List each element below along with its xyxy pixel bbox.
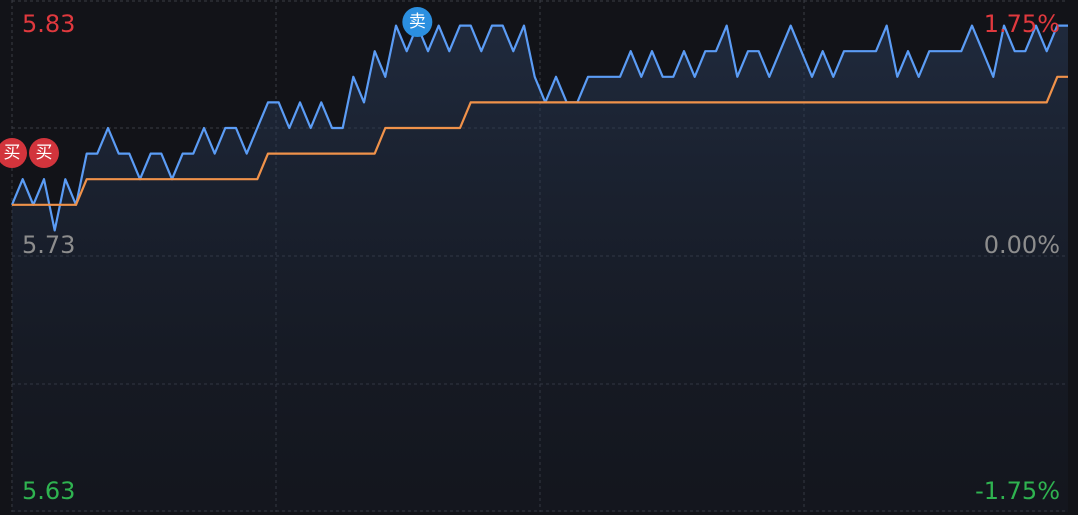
price-line [10, 24, 1068, 232]
average-line [12, 75, 1068, 206]
y-tick-label: 5.63 [22, 477, 75, 505]
y-tick-label: 5.73 [22, 231, 75, 259]
y-tick-label: 5.83 [22, 10, 75, 38]
sell-label: 卖 [409, 12, 426, 32]
buy-marker [0, 138, 27, 168]
y2-tick-label: 1.75% [984, 10, 1060, 38]
buy-label: 买 [4, 143, 21, 163]
buy-marker [29, 138, 59, 168]
y2-tick-label: -1.75% [975, 477, 1060, 505]
buy-label: 买 [36, 143, 53, 163]
sell-marker [402, 7, 433, 37]
y2-tick-label: 0.00% [984, 231, 1060, 259]
price-area [12, 25, 1068, 512]
